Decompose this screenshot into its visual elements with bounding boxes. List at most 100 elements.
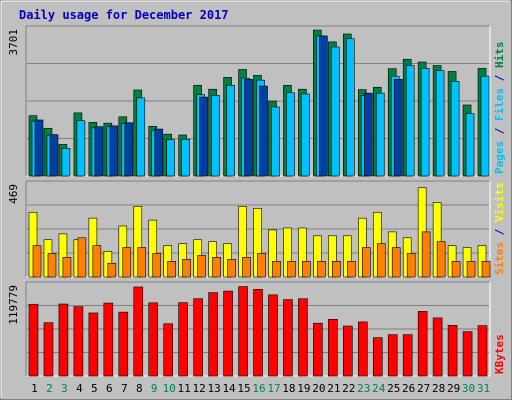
legend-sep: / — [493, 222, 506, 242]
bar-sites-day-10 — [167, 261, 177, 278]
bar-kbytes-day-4 — [73, 306, 84, 377]
legend-pages: Pages — [493, 141, 506, 174]
bar-kbytes-day-2 — [43, 322, 54, 377]
bar-files-day-11 — [181, 139, 190, 177]
panel-sv: 469 Sites / Visits — [7, 180, 506, 278]
bar-kbytes-day-19 — [298, 298, 308, 377]
bar-kbytes-day-28 — [432, 317, 443, 377]
bar-kbytes-day-17 — [268, 294, 278, 377]
day-label-17: 17 — [267, 382, 280, 395]
ymax-label: 119779 — [7, 285, 20, 325]
day-label-15: 15 — [237, 382, 250, 395]
bar-pages-day-12 — [199, 96, 208, 177]
bar-sites-day-7 — [122, 247, 132, 278]
bar-kbytes-day-13 — [208, 292, 218, 377]
bar-files-day-17 — [271, 106, 280, 177]
day-label-6: 6 — [106, 382, 113, 395]
bar-pages-day-9 — [154, 128, 164, 177]
bar-kbytes-day-12 — [193, 298, 203, 377]
bar-kbytes-day-23 — [357, 321, 368, 377]
bar-files-day-31 — [480, 75, 490, 177]
day-label-31: 31 — [477, 382, 490, 395]
legend-hits: Hits — [493, 42, 506, 69]
bar-sites-day-1 — [32, 245, 42, 278]
bar-kbytes-day-1 — [28, 303, 39, 377]
bar-files-day-26 — [405, 65, 415, 177]
bar-files-day-22 — [346, 38, 355, 177]
bar-files-day-10 — [166, 139, 176, 177]
day-label-27: 27 — [417, 382, 430, 395]
day-label-24: 24 — [372, 382, 386, 395]
day-label-22: 22 — [342, 382, 355, 395]
day-label-8: 8 — [136, 382, 143, 395]
bar-sites-day-12 — [197, 255, 206, 278]
side-legend-pfh: Pages / Files / Hits — [493, 42, 506, 175]
day-label-1: 1 — [31, 382, 38, 395]
legend-kbytes: KBytes — [493, 334, 506, 374]
bar-kbytes-day-18 — [283, 299, 293, 377]
day-label-9: 9 — [151, 382, 158, 395]
bar-sites-day-17 — [272, 261, 281, 278]
bar-sites-day-22 — [347, 261, 356, 278]
day-label-20: 20 — [312, 382, 325, 395]
bar-pages-day-7 — [124, 122, 134, 177]
bar-files-day-24 — [375, 92, 385, 177]
bar-kbytes-day-20 — [313, 322, 323, 377]
day-label-26: 26 — [402, 382, 415, 395]
day-label-3: 3 — [61, 382, 68, 395]
day-label-29: 29 — [447, 382, 460, 395]
bar-pages-day-5 — [94, 126, 104, 177]
panel-kb: 119779 KBytes — [7, 281, 506, 377]
bar-pages-day-23 — [363, 92, 373, 177]
bar-kbytes-day-21 — [328, 319, 338, 377]
legend-files: Files — [493, 88, 506, 121]
bar-pages-day-20 — [319, 35, 328, 177]
day-label-13: 13 — [207, 382, 220, 395]
bar-sites-day-19 — [302, 261, 311, 278]
bar-files-day-28 — [435, 70, 445, 177]
day-label-12: 12 — [193, 382, 206, 395]
bar-kbytes-day-6 — [103, 302, 114, 377]
day-label-5: 5 — [91, 382, 98, 395]
side-legend-kb: KBytes — [493, 334, 506, 374]
bar-sites-day-5 — [92, 245, 102, 278]
bar-kbytes-day-16 — [253, 289, 263, 377]
bar-sites-day-14 — [227, 259, 236, 278]
bar-pages-day-16 — [259, 85, 268, 177]
day-label-16: 16 — [252, 382, 265, 395]
bar-sites-day-28 — [436, 241, 446, 278]
bar-sites-day-16 — [257, 253, 266, 278]
bar-sites-day-29 — [451, 261, 461, 278]
bar-kbytes-day-11 — [178, 302, 188, 377]
bar-kbytes-day-29 — [447, 325, 458, 377]
day-label-19: 19 — [297, 382, 310, 395]
bar-files-day-18 — [286, 92, 295, 177]
bar-files-day-3 — [61, 148, 71, 177]
legend-visits: Visits — [493, 182, 506, 222]
bar-sites-day-21 — [332, 261, 341, 278]
day-label-25: 25 — [387, 382, 400, 395]
bar-files-day-30 — [465, 113, 475, 177]
bar-files-day-21 — [331, 46, 340, 177]
bar-sites-day-30 — [466, 261, 476, 278]
day-label-18: 18 — [282, 382, 295, 395]
bar-pages-day-25 — [393, 79, 403, 177]
day-label-10: 10 — [163, 382, 176, 395]
bar-sites-day-24 — [376, 243, 386, 278]
ymax-label: 3701 — [7, 29, 20, 56]
bar-sites-day-13 — [212, 257, 221, 278]
bar-kbytes-day-9 — [148, 302, 159, 377]
day-label-30: 30 — [462, 382, 475, 395]
bar-kbytes-day-27 — [417, 311, 428, 377]
bar-kbytes-day-7 — [118, 311, 129, 377]
bar-kbytes-day-15 — [238, 286, 248, 377]
bar-sites-day-18 — [287, 261, 296, 278]
side-legend-sv: Sites / Visits — [493, 182, 506, 275]
bar-kbytes-day-22 — [343, 325, 353, 377]
bar-sites-day-8 — [137, 247, 147, 278]
bar-files-day-8 — [136, 97, 146, 177]
bar-kbytes-day-31 — [477, 325, 488, 377]
bar-kbytes-day-10 — [163, 323, 174, 377]
bar-sites-day-27 — [421, 231, 431, 278]
